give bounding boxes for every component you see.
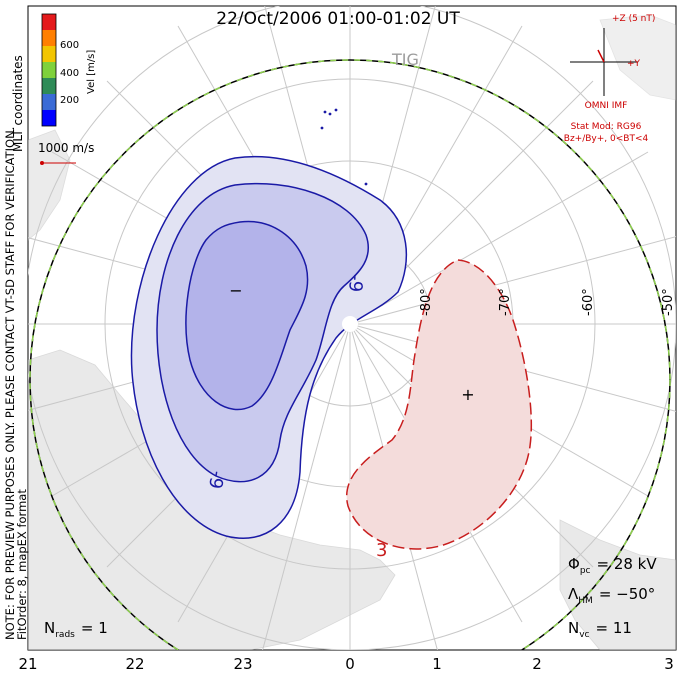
colorbar-swatch xyxy=(42,30,56,46)
colorbar-tick: 600 xyxy=(60,40,79,51)
contour-label: -9 xyxy=(204,469,228,490)
station-label: TIG xyxy=(391,50,419,69)
mlt-tick: 21 xyxy=(18,655,37,673)
radar-count: Nrads = 1 xyxy=(44,619,108,640)
colorbar-swatch xyxy=(42,94,56,110)
colorbar-swatch xyxy=(42,110,56,126)
contour-label: 3 xyxy=(376,540,387,561)
stats-block: Φpc = 28 kV ΛHM = −50° Nvc = 11 Nrads = 1 xyxy=(44,555,657,640)
latitude-label: -80° xyxy=(419,288,434,316)
map-area xyxy=(28,6,676,650)
colorbar-label: Vel [m/s] xyxy=(86,50,97,94)
imf-panel: +Z (5 nT) +Y OMNI IMF Stat Mod: RG96 Bz+… xyxy=(564,14,656,144)
colorbar-swatch xyxy=(42,62,56,78)
maximum-marker: + xyxy=(461,385,474,404)
map-title: 22/Oct/2006 01:00-01:02 UT xyxy=(216,9,460,29)
preview-note: NOTE: FOR PREVIEW PURPOSES ONLY. PLEASE … xyxy=(3,127,17,640)
negative-cell-inner xyxy=(185,220,309,411)
imf-vector xyxy=(597,49,605,63)
stat-model: Stat Mod: RG96 xyxy=(571,122,642,132)
velocity-vectors xyxy=(320,108,368,186)
reference-vector: 1000 m/s xyxy=(38,141,94,165)
mlt-tick: 22 xyxy=(125,655,144,673)
colorbar-tick: 200 xyxy=(60,95,79,106)
pole-marker xyxy=(342,316,358,332)
latitude-label: -50° xyxy=(661,288,676,316)
colorbar-swatch xyxy=(42,78,56,94)
fitorder-note: FitOrder: 8, mapEX format xyxy=(15,489,29,640)
colorbar-tick: 400 xyxy=(60,68,79,79)
coords-label: MLT coordinates xyxy=(11,55,25,152)
colorbar-swatch xyxy=(42,46,56,62)
latitude-label: -60° xyxy=(581,288,596,316)
mlt-axis: 21 22 23 0 1 2 3 xyxy=(18,655,673,673)
contour-label: -9 xyxy=(344,274,366,293)
mlt-tick: 23 xyxy=(233,655,252,673)
imf-z-label: +Z (5 nT) xyxy=(612,14,655,24)
reference-vector-label: 1000 m/s xyxy=(38,141,94,155)
velocity-colorbar: 600 400 200 Vel [m/s] xyxy=(41,13,97,127)
hm-latitude: ΛHM = −50° xyxy=(568,585,655,606)
mlt-tick: 1 xyxy=(432,655,442,673)
vector-count: Nvc = 11 xyxy=(568,619,632,640)
mlt-tick: 0 xyxy=(345,655,355,673)
cross-polar-potential: Φpc = 28 kV xyxy=(568,555,657,576)
imf-source: OMNI IMF xyxy=(585,101,628,111)
latitude-label: -70° xyxy=(498,288,513,316)
coastlines xyxy=(28,14,676,650)
imf-bin: Bz+/By+, 0<BT<4 xyxy=(564,134,649,144)
mlt-tick: 3 xyxy=(664,655,674,673)
imf-y-label: +Y xyxy=(627,59,641,69)
hm-boundary-dash xyxy=(29,59,671,650)
mlt-tick: 2 xyxy=(532,655,542,673)
colorbar-swatch xyxy=(42,14,56,30)
positive-cell xyxy=(345,259,533,550)
minimum-marker: − xyxy=(229,281,242,300)
